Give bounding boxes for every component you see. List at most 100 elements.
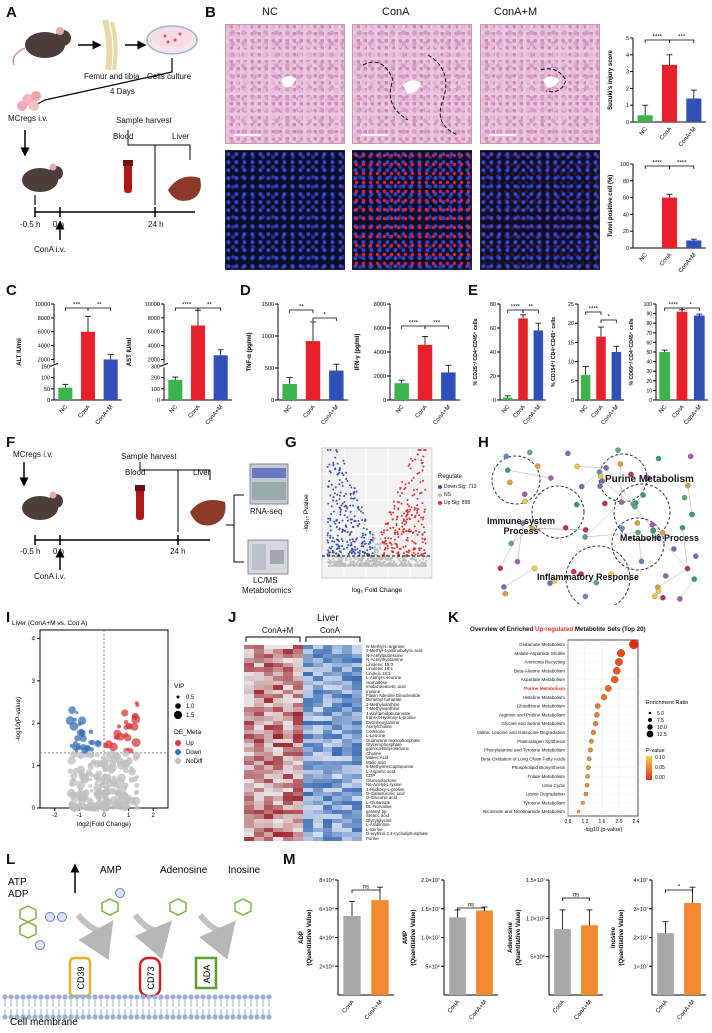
data-point (339, 563, 342, 566)
y-axis-label: % CD154⁺/ CD4⁺CD45⁺ cells (551, 317, 557, 387)
data-point (364, 533, 367, 536)
network-node (548, 475, 554, 481)
p-legend-title: P-value (646, 748, 665, 754)
x-category-label: ConA (659, 126, 673, 141)
heatmap-cell (253, 698, 264, 703)
data-point (416, 509, 419, 512)
heatmap-cell (322, 818, 333, 824)
significance-label: ** (299, 305, 304, 311)
data-point (358, 549, 361, 552)
metabolite-set-label: Arginine and Proline Metabolism (499, 712, 565, 717)
heatmap-cell (332, 676, 343, 681)
x-category-label: NC (395, 404, 406, 415)
heatmap-cell (312, 671, 323, 677)
heatmap-cell (302, 658, 313, 663)
data-point (399, 547, 402, 550)
data-point (89, 789, 94, 793)
heatmap-cell (352, 751, 362, 757)
y-tick-label: 3×10⁷ (634, 906, 648, 913)
heatmap-cell (273, 653, 284, 659)
lipid-head (56, 994, 62, 1000)
bar-nc (282, 384, 297, 400)
heatmap-cell (244, 698, 254, 703)
panel-label-e: E (468, 282, 479, 299)
heatmap-cell (273, 809, 284, 815)
heatmap-cell (283, 823, 294, 828)
heatmap-cell (302, 645, 313, 650)
heatmap-cell (342, 685, 353, 690)
heatmap-cell (244, 760, 254, 766)
heatmap-cell (322, 792, 333, 797)
significance-label: * (607, 315, 610, 321)
f-blood-label: Blood (125, 468, 146, 477)
enrichment-point (594, 712, 600, 718)
heatmap-cell (322, 707, 333, 712)
heatmap-cell (293, 805, 303, 810)
data-point (349, 510, 352, 513)
de-legend-dot (175, 749, 181, 755)
heatmap-cell (293, 720, 303, 726)
lipid-head (236, 994, 242, 1000)
data-point (421, 541, 424, 544)
heatmap-cell (302, 792, 313, 797)
y-tick-label: 100 (41, 376, 50, 382)
mass-spec-icon (247, 539, 289, 575)
metabolite-label: Choline (366, 750, 381, 756)
metabolomics-label: Metabolomics (242, 586, 292, 595)
heatmap-cell (322, 747, 333, 752)
network-node (598, 473, 604, 479)
x-category-label: ConA+M (469, 999, 489, 1021)
heatmap-cell (253, 725, 264, 730)
heatmap-cell (283, 653, 294, 659)
heatmap-cell (293, 743, 303, 748)
heatmap-cell (244, 694, 254, 699)
heatmap-cell (312, 818, 323, 824)
data-point (395, 564, 398, 567)
network-node (617, 461, 624, 467)
f-cona-label: ConA i.v. (34, 572, 66, 581)
data-point (343, 462, 346, 465)
heatmap-cell (352, 698, 362, 703)
h-immune-label: Immune system Process (487, 516, 555, 536)
heatmap-cell (312, 809, 323, 815)
heatmap-row-labels: N-Methyl-L-arginine 2-Methyl-4-aminobutyr… (366, 644, 446, 841)
data-point (396, 491, 399, 494)
lipid-head (80, 994, 86, 1000)
heatmap-cell (352, 649, 362, 654)
lipid-head (134, 1014, 140, 1020)
liver-icon-f (190, 499, 226, 526)
data-point (379, 547, 382, 550)
data-point (345, 477, 348, 480)
data-point (326, 534, 329, 537)
data-point (342, 459, 345, 462)
lipid-head (152, 1014, 158, 1020)
data-point (408, 505, 411, 508)
heatmap-cell (352, 716, 362, 721)
heatmap-cell (293, 653, 303, 659)
data-point (390, 537, 393, 540)
data-point (329, 449, 332, 451)
data-point (420, 459, 423, 462)
data-point (407, 560, 410, 563)
data-point (423, 562, 426, 565)
network-node (529, 525, 536, 532)
metabolite-set-label: Folate Metabolism (527, 774, 565, 779)
data-point (424, 537, 427, 540)
data-point (122, 767, 129, 774)
heatmap-cell (263, 653, 274, 659)
heatmap-cell (283, 832, 294, 837)
network-node (565, 450, 571, 457)
significance-label: **** (511, 305, 521, 311)
metabolite-label: Cortisone (366, 728, 385, 734)
heatmap-cell (352, 769, 362, 775)
data-point (328, 551, 331, 554)
b-header-cona: ConA (382, 6, 410, 18)
heatmap-cell (283, 814, 294, 819)
bar-conam (686, 98, 702, 122)
data-point (132, 751, 141, 760)
heatmap-cell (322, 783, 333, 788)
heatmap-cell (312, 680, 323, 686)
heatmap-cell (273, 778, 284, 784)
he-image-nc (225, 24, 345, 144)
heatmap-cell (322, 814, 333, 819)
